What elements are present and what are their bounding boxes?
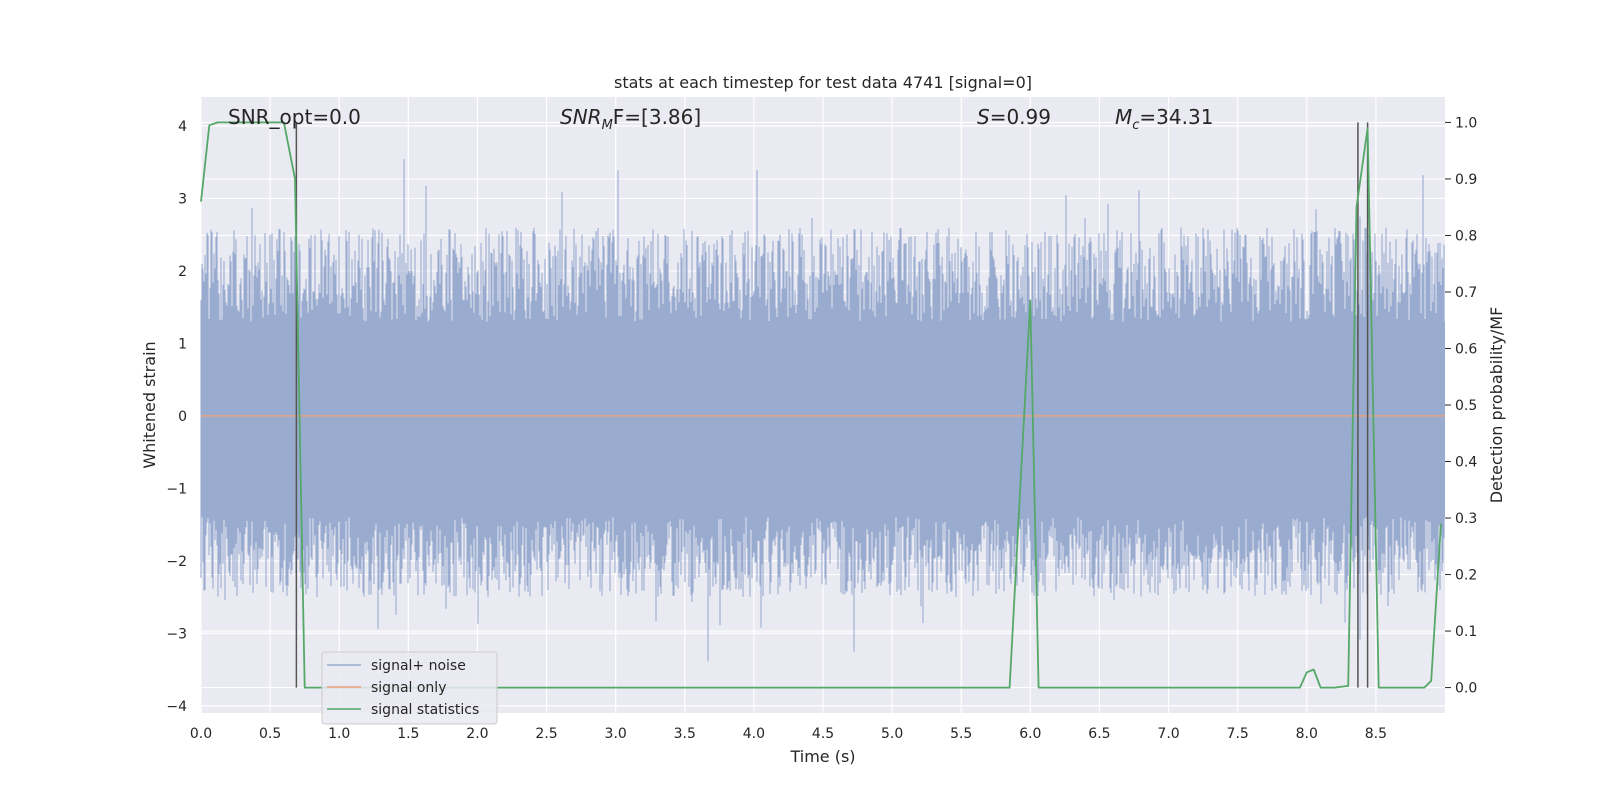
right-y-tick-label: 0.6	[1455, 341, 1477, 357]
left-y-axis-ticks: −4 −3 −2 −1 0 1 2 3 4	[166, 119, 187, 715]
right-y-axis-label: Detection probability/MF	[1487, 307, 1506, 504]
s-rest: =0.99	[990, 105, 1051, 129]
snr-mf-main: SNR	[560, 105, 602, 129]
mc-annotation: Mc=34.31	[1115, 105, 1213, 133]
x-tick-label: 3.5	[674, 726, 696, 742]
snr-mf-rest: F=[3.86]	[613, 105, 701, 129]
x-tick-label: 3.0	[605, 726, 627, 742]
x-axis-ticks: 0.0 0.5 1.0 1.5 2.0 2.5 3.0 3.5 4.0 4.5 5.0 5.5 6.0 6…	[190, 726, 1387, 742]
right-y-tick-label: 0.4	[1455, 455, 1477, 471]
left-y-tick-label: −3	[166, 626, 187, 642]
snr-mf-annotation: SNRMF=[3.86]	[560, 105, 701, 133]
left-y-tick-label: −1	[166, 481, 187, 497]
x-tick-label: 5.5	[950, 726, 972, 742]
legend-label-noise: signal+ noise	[371, 658, 466, 674]
left-y-tick-label: 0	[178, 409, 187, 425]
x-axis-label: Time (s)	[789, 747, 855, 766]
signal-statistics-line	[200, 121, 1442, 689]
x-tick-label: 8.0	[1296, 726, 1318, 742]
left-y-tick-label: −4	[166, 699, 187, 715]
x-tick-label: 7.5	[1227, 726, 1249, 742]
right-y-axis-ticks: 0.0 0.1 0.2 0.3 0.4 0.5 0.6 0.7 0.8 0.9 1.0	[1445, 115, 1477, 697]
x-tick-label: 4.5	[812, 726, 834, 742]
x-tick-label: 0.5	[259, 726, 281, 742]
right-y-tick-label: 0.8	[1455, 228, 1477, 244]
right-y-tick-label: 0.1	[1455, 624, 1477, 640]
right-y-tick-label: 1.0	[1455, 115, 1477, 131]
left-y-tick-label: 2	[178, 264, 187, 280]
right-y-tick-label: 0.7	[1455, 285, 1477, 301]
legend-label-signal-only: signal only	[371, 680, 446, 696]
x-tick-label: 7.0	[1157, 726, 1179, 742]
s-main: S	[977, 105, 990, 129]
x-tick-label: 6.0	[1019, 726, 1041, 742]
x-tick-label: 8.5	[1365, 726, 1387, 742]
mc-main: M	[1115, 105, 1132, 129]
x-tick-label: 4.0	[743, 726, 765, 742]
x-tick-label: 1.0	[328, 726, 350, 742]
signal-statistics-series	[200, 121, 1442, 689]
mc-subscript: c	[1132, 118, 1139, 133]
noise-band	[201, 321, 1445, 518]
legend: signal+ noise signal only signal statist…	[321, 651, 498, 725]
left-y-tick-label: 3	[178, 191, 187, 207]
legend-label-signal-statistics: signal statistics	[371, 702, 479, 718]
x-tick-label: 0.0	[190, 726, 212, 742]
noise-series	[200, 159, 1445, 662]
snr-mf-subscript: M	[602, 118, 613, 133]
left-y-axis-label: Whitened strain	[140, 341, 159, 468]
right-y-tick-label: 0.5	[1455, 398, 1477, 414]
left-y-tick-label: 4	[178, 119, 187, 135]
left-y-tick-label: 1	[178, 336, 187, 352]
snr-opt-annotation: SNR_opt=0.0	[228, 105, 361, 129]
x-tick-label: 1.5	[397, 726, 419, 742]
mc-rest: =34.31	[1139, 105, 1213, 129]
s-annotation: S=0.99	[977, 105, 1051, 129]
chart-title: stats at each timestep for test data 474…	[614, 73, 1032, 92]
right-y-tick-label: 0.9	[1455, 172, 1477, 188]
x-tick-label: 6.5	[1088, 726, 1110, 742]
right-y-tick-label: 0.2	[1455, 568, 1477, 584]
x-tick-label: 2.0	[466, 726, 488, 742]
right-y-tick-label: 0.0	[1455, 681, 1477, 697]
legend-box	[321, 651, 498, 725]
right-y-tick-label: 0.3	[1455, 511, 1477, 527]
x-tick-label: 5.0	[881, 726, 903, 742]
left-y-tick-label: −2	[166, 554, 187, 570]
x-tick-label: 2.5	[535, 726, 557, 742]
